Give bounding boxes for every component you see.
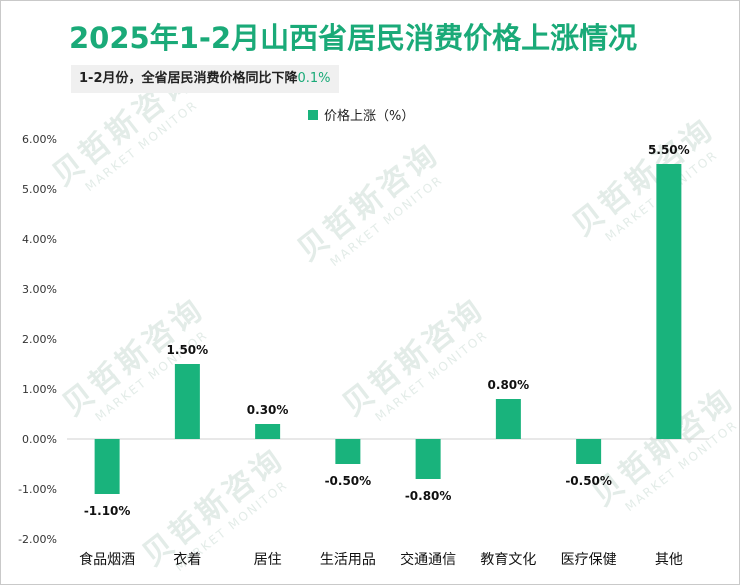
legend-swatch	[308, 110, 318, 120]
bar	[495, 399, 521, 439]
category-label: 生活用品	[320, 552, 376, 568]
y-tick-label: -2.00%	[18, 533, 57, 546]
legend-label: 价格上涨（%）	[324, 108, 414, 124]
subtitle-text: 1-2月份，全省居民消费价格同比下降	[79, 71, 298, 86]
y-tick-label: 6.00%	[22, 133, 57, 146]
y-tick-label: 0.00%	[22, 433, 57, 446]
chart-title: 2025年1-2月山西省居民消费价格上涨情况	[69, 21, 638, 55]
category-label: 医疗保健	[561, 552, 617, 568]
category-label: 其他	[655, 552, 683, 568]
bar	[576, 439, 602, 464]
bar	[335, 439, 361, 464]
y-tick-label: 5.00%	[22, 183, 57, 196]
category-label: 交通通信	[400, 551, 456, 568]
data-label: -1.10%	[84, 504, 131, 518]
data-label: -0.80%	[405, 489, 452, 503]
bar	[415, 439, 441, 479]
bar	[174, 364, 200, 439]
data-label: -0.50%	[565, 474, 612, 488]
y-tick-label: -1.00%	[18, 483, 57, 496]
bar	[94, 439, 120, 494]
category-label: 居住	[254, 552, 282, 568]
category-label: 衣着	[173, 552, 201, 568]
data-label: 5.50%	[648, 143, 690, 157]
y-tick-label: 1.00%	[22, 383, 57, 396]
category-label: 教育文化	[480, 552, 536, 568]
data-label: 0.80%	[488, 378, 530, 392]
bar	[255, 424, 281, 439]
y-tick-label: 4.00%	[22, 233, 57, 246]
data-label: 1.50%	[167, 343, 209, 357]
y-tick-label: 2.00%	[22, 333, 57, 346]
data-label: -0.50%	[325, 474, 372, 488]
data-label: 0.30%	[247, 403, 289, 417]
y-tick-label: 3.00%	[22, 283, 57, 296]
bar	[656, 164, 682, 439]
subtitle-box: 1-2月份，全省居民消费价格同比下降0.1%	[71, 65, 339, 93]
category-label: 食品烟酒	[79, 551, 135, 568]
subtitle-highlight: 0.1%	[297, 71, 331, 86]
